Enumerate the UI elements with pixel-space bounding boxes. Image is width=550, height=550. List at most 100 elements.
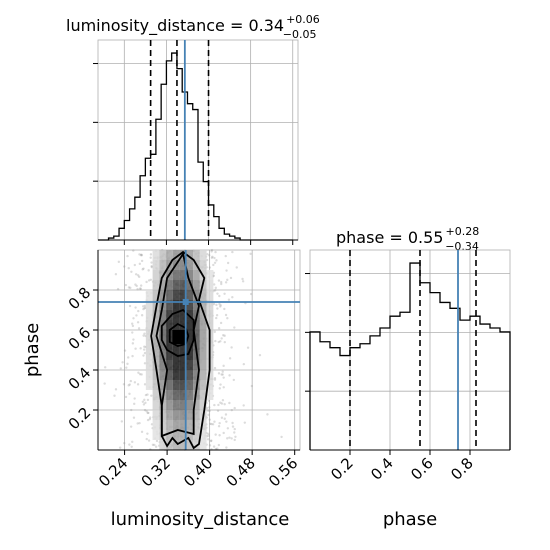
density-scatter-point [138, 262, 142, 266]
density-scatter-point [143, 332, 146, 335]
density-scatter-point [223, 307, 226, 311]
density-cell [152, 370, 160, 380]
density-cell [186, 280, 194, 290]
density-scatter-point [131, 342, 135, 345]
density-cell [166, 360, 173, 370]
density-cell [179, 270, 187, 280]
density-scatter-point [231, 296, 234, 299]
density-scatter-point [137, 309, 140, 313]
density-scatter-point [258, 353, 262, 357]
density-scatter-point [140, 253, 144, 257]
density-scatter-point [123, 441, 126, 445]
density-scatter-point [235, 266, 238, 269]
density-scatter-point [225, 269, 228, 272]
density-scatter-point [226, 261, 230, 265]
density-scatter-point [143, 362, 147, 365]
density-scatter-point [220, 282, 223, 286]
density-cell [193, 280, 200, 290]
density-scatter-point [219, 383, 222, 386]
density-cell [186, 290, 194, 300]
density-scatter-point [142, 348, 146, 351]
density-scatter-point [215, 303, 218, 307]
density-scatter-point [131, 354, 134, 358]
density-scatter-point [143, 408, 147, 412]
density-scatter-point [136, 383, 140, 386]
density-scatter-point [230, 437, 233, 440]
density-scatter-point [145, 280, 148, 284]
density-cell [152, 430, 160, 440]
density-scatter-point [213, 261, 217, 265]
density-scatter-point [148, 416, 152, 419]
phase-hist-marks [309, 250, 511, 450]
density-scatter-point [223, 417, 226, 420]
density-scatter-point [120, 420, 124, 423]
density-scatter-point [145, 410, 148, 413]
density-contour-level-1 [150, 250, 211, 450]
density-scatter-point [131, 440, 134, 444]
density-cell [199, 300, 207, 310]
density-scatter-point [214, 339, 217, 343]
density-xtick-label: 0.32 [138, 454, 174, 490]
density-scatter-point [133, 263, 137, 267]
density-cell [159, 310, 167, 320]
density-cell [145, 320, 153, 330]
density-cell [166, 280, 173, 290]
density-scatter-point [150, 394, 153, 397]
density-cell [206, 370, 214, 380]
density-cell [206, 320, 214, 330]
density-scatter-point [230, 346, 233, 349]
title-phase: phase = 0.55 +0.28 −0.34 [336, 225, 479, 253]
density-contour-level-2 [155, 251, 200, 438]
density-cell [186, 420, 194, 430]
density-cell [199, 290, 207, 300]
density-scatter-point [208, 418, 211, 421]
density-scatter-point [149, 256, 152, 259]
density-scatter-point [226, 437, 229, 440]
density-scatter-point [216, 447, 219, 450]
density-scatter-point [103, 366, 107, 369]
density-scatter-point [149, 253, 153, 256]
density-scatter-point [147, 411, 150, 415]
density-scatter-point [154, 445, 158, 448]
density-scatter-point [123, 265, 126, 268]
density-scatter-point [219, 304, 222, 307]
density-cell [145, 340, 153, 350]
density-cell [172, 270, 180, 280]
density-cell [199, 320, 207, 330]
density-scatter-point [137, 275, 141, 279]
density-scatter-point [210, 439, 213, 442]
density-scatter-point [131, 322, 134, 325]
density-scatter-point [242, 404, 245, 407]
density-scatter-point [219, 321, 223, 325]
density-scatter-point [221, 370, 224, 373]
density-cell [206, 310, 214, 320]
density-scatter-point [213, 378, 217, 381]
density-cell [179, 390, 187, 400]
density-scatter-point [226, 427, 230, 430]
density-scatter-point [243, 421, 247, 424]
density-cell [179, 280, 187, 290]
density-scatter-point [230, 408, 234, 412]
density-scatter-point [216, 409, 220, 413]
density-scatter-point [218, 302, 221, 306]
density-cell [166, 300, 173, 310]
density-scatter-point [220, 402, 224, 405]
density-scatter-point [137, 371, 140, 374]
density-cell [186, 270, 194, 280]
density-scatter-point [222, 334, 225, 337]
density-scatter-point [129, 286, 132, 290]
density-cell [193, 300, 200, 310]
density-cell [206, 300, 214, 310]
density-cell [179, 440, 187, 450]
density-scatter-point [212, 445, 216, 448]
density-cell [159, 290, 167, 300]
density-scatter-point [225, 420, 228, 423]
density-cell [193, 270, 200, 280]
density-cell [159, 340, 167, 350]
density-scatter-point [266, 413, 269, 416]
density-scatter-point [121, 361, 124, 364]
density-cell [159, 330, 167, 340]
phase-xlabel: phase [383, 509, 437, 530]
density-cell [193, 360, 200, 370]
density-scatter-point [142, 267, 145, 270]
